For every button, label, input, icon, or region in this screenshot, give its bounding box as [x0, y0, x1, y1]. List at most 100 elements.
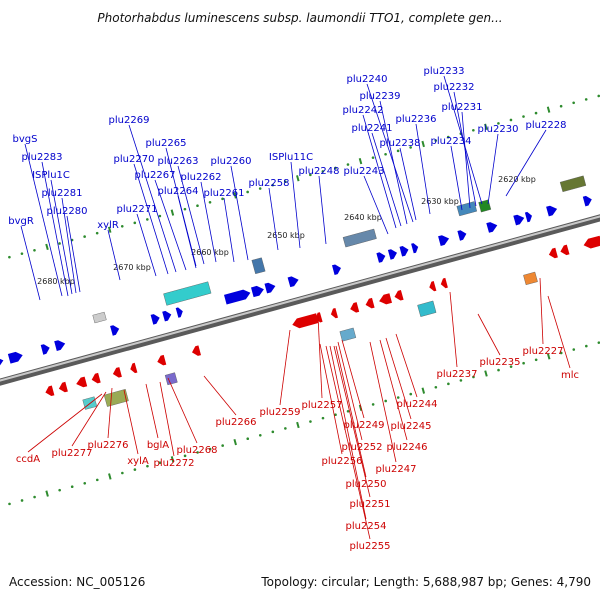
scale-label: 2660 kbp	[191, 248, 229, 257]
label-leader-line	[133, 163, 169, 275]
minor-tick-dot	[396, 396, 400, 399]
gene-label: plu2252	[342, 442, 383, 453]
gene-label: plu2280	[47, 206, 88, 217]
label-leader-line	[341, 339, 365, 419]
minor-tick-dot	[334, 413, 337, 416]
minor-tick-dot	[409, 146, 412, 149]
minor-tick-dot	[584, 98, 588, 101]
major-tick	[108, 473, 112, 480]
reverse-gene-arrow	[440, 277, 448, 289]
label-leader-line	[145, 383, 159, 439]
gene-label: plu2250	[346, 479, 387, 490]
minor-tick-dot	[409, 392, 413, 396]
minor-tick-dot	[447, 382, 450, 386]
minor-tick-dot	[321, 416, 325, 420]
reverse-gene-arrow	[192, 345, 201, 356]
minor-tick-dot	[534, 358, 538, 362]
forward-gene-arrow	[224, 289, 251, 305]
minor-tick-dot	[221, 444, 224, 447]
forward-gene-arrow	[54, 340, 66, 351]
label-leader-line	[41, 161, 69, 297]
reverse-gene-arrow	[394, 290, 404, 301]
gene-label: plu2243	[344, 166, 385, 177]
forward-gene-arrow	[457, 230, 467, 241]
minor-tick-dot	[522, 115, 525, 118]
label-leader-line	[371, 132, 402, 227]
minor-tick-dot	[70, 485, 74, 489]
gene-label: plu2256	[322, 456, 363, 467]
backbone-line	[0, 214, 600, 386]
label-leader-line	[319, 343, 343, 455]
feature-box	[163, 281, 212, 306]
label-leader-line	[539, 277, 544, 345]
feature-box	[251, 257, 266, 275]
label-leader-line	[27, 393, 103, 453]
forward-gene-arrow	[264, 282, 276, 294]
label-leader-line	[449, 291, 458, 368]
gene-label: plu2246	[387, 442, 428, 453]
label-leader-lines	[20, 75, 571, 540]
gene-label: plu2263	[158, 156, 199, 167]
major-tick	[170, 209, 175, 216]
reverse-gene-arrow	[45, 385, 55, 396]
genome-summary-text: Topology: circular; Length: 5,688,987 bp…	[260, 575, 591, 589]
minor-tick-dot	[208, 447, 212, 451]
minor-tick-dot	[58, 242, 61, 245]
minor-tick-dot	[585, 344, 588, 348]
label-leader-line	[66, 215, 81, 293]
label-leader-line	[50, 179, 73, 295]
label-leader-line	[395, 333, 418, 398]
gene-label: plu2247	[376, 464, 417, 475]
major-tick	[484, 370, 488, 377]
label-leader-line	[128, 124, 177, 273]
minor-tick-dot	[559, 104, 563, 108]
label-leader-line	[337, 341, 363, 441]
label-leader-line	[20, 225, 41, 301]
minor-tick-dot	[346, 409, 350, 413]
minor-tick-dot	[472, 375, 475, 379]
label-leader-line	[325, 345, 371, 540]
label-leader-line	[107, 229, 121, 281]
forward-gene-arrow	[438, 235, 450, 246]
reverse-gene-arrow	[91, 372, 101, 384]
minor-tick-dot	[572, 348, 576, 351]
gene-label: plu2230	[478, 124, 519, 135]
label-leader-line	[61, 197, 77, 294]
minor-tick-dot	[509, 118, 513, 122]
minor-tick-dot	[283, 180, 287, 183]
minor-tick-dot	[20, 252, 24, 256]
forward-gene-arrow	[411, 243, 419, 254]
minor-tick-dot	[33, 249, 36, 252]
label-leader-line	[317, 315, 323, 399]
minor-tick-dot	[146, 218, 149, 221]
minor-tick-dot	[33, 495, 36, 499]
label-leader-line	[329, 345, 367, 520]
minor-tick-dot	[534, 111, 538, 115]
minor-tick-dot	[497, 122, 500, 125]
minor-tick-dot	[133, 221, 137, 225]
minor-tick-dot	[133, 468, 137, 471]
minor-tick-dot	[446, 135, 450, 139]
label-leader-line	[369, 341, 397, 463]
gene-label: plu2242	[343, 105, 384, 116]
gene-label: plu2251	[350, 499, 391, 510]
label-leader-line	[167, 377, 198, 444]
minor-tick-dot	[597, 94, 600, 98]
scale-label: 2650 kbp	[267, 231, 305, 240]
gene-label: plu2237	[437, 369, 478, 380]
reverse-gene-arrow	[76, 376, 88, 388]
forward-gene-arrow	[150, 314, 160, 325]
forward-gene-arrow	[251, 285, 264, 298]
label-leader-line	[318, 175, 327, 245]
major-tick	[296, 175, 300, 182]
label-leader-line	[477, 313, 501, 356]
gene-label: plu2244	[397, 399, 438, 410]
label-leader-line	[335, 345, 367, 478]
minor-tick-dot	[271, 430, 275, 434]
feature-box	[456, 201, 478, 217]
minor-tick-dot	[271, 183, 275, 187]
feature-box	[478, 199, 492, 213]
label-leader-line	[379, 100, 408, 225]
label-leader-line	[333, 345, 371, 498]
